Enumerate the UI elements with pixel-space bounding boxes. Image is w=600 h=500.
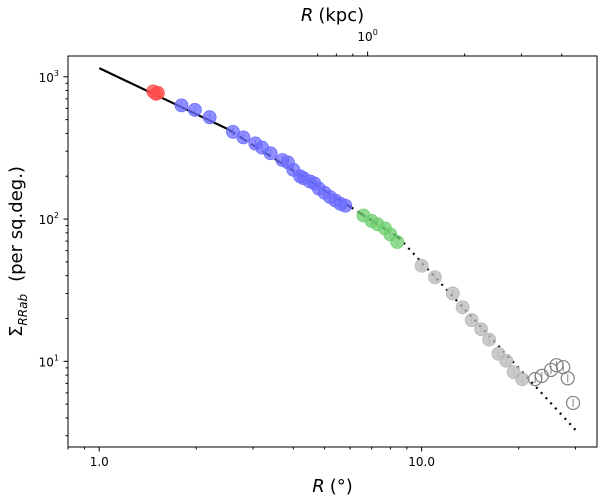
data-point — [150, 86, 165, 100]
y-tick-label: 103 — [39, 69, 59, 85]
series-green — [356, 208, 405, 249]
top-tick-exponent: 0 — [373, 28, 378, 37]
data-point — [414, 258, 429, 273]
series-grey — [414, 258, 530, 387]
data-point — [455, 300, 470, 315]
data-point — [263, 146, 278, 161]
top-tick-base: 10 — [357, 30, 372, 44]
y-tick-label: 102 — [39, 211, 59, 227]
x-tick-label: 1.0 — [90, 455, 109, 469]
y-tick-label: 101 — [39, 353, 59, 369]
y-axis-label-symbol: Σ — [6, 326, 27, 337]
data-point — [515, 372, 530, 387]
data-point — [474, 322, 489, 337]
y-tick-exponent: 2 — [54, 211, 59, 220]
series-open — [528, 358, 581, 411]
data-point — [445, 286, 460, 301]
fit-line-dotted — [398, 236, 577, 431]
y-axis-label: ΣRRab (per sq.deg.) — [6, 166, 30, 337]
data-point — [390, 235, 405, 249]
y-tick-exponent: 1 — [54, 353, 59, 362]
data-point — [236, 130, 251, 145]
top-axis-label: R (kpc) — [301, 5, 364, 26]
data-point — [464, 313, 479, 327]
y-tick-base: 10 — [39, 71, 54, 85]
data-point — [560, 371, 575, 386]
x-axis-label-unit: (°) — [330, 476, 353, 497]
top-axis-label-main: R — [301, 5, 314, 26]
top-tick-label: 100 — [357, 28, 377, 44]
x-axis-label-main: R — [312, 476, 325, 497]
plot-content — [98, 67, 581, 431]
axes-layer — [63, 51, 576, 452]
x-axis-label: R (°) — [312, 476, 353, 497]
series-blue — [174, 98, 353, 213]
data-point — [338, 198, 353, 213]
y-axis-label-subscript: RRab — [16, 294, 30, 326]
data-point — [499, 353, 514, 368]
y-tick-exponent: 3 — [54, 69, 59, 78]
top-axis-label-unit: (kpc) — [318, 5, 364, 26]
data-point — [428, 270, 442, 285]
data-point — [174, 98, 189, 113]
data-point — [565, 395, 581, 411]
y-tick-base: 10 — [39, 355, 54, 369]
data-point — [187, 103, 202, 117]
data-point — [202, 110, 217, 125]
data-point — [482, 332, 497, 347]
plot-frame — [67, 55, 598, 448]
y-tick-base: 10 — [39, 213, 54, 227]
x-tick-label: 10.0 — [408, 455, 435, 469]
plot-area — [98, 67, 581, 431]
series-red — [146, 84, 165, 101]
y-axis-label-unit: (per sq.deg.) — [6, 166, 27, 282]
